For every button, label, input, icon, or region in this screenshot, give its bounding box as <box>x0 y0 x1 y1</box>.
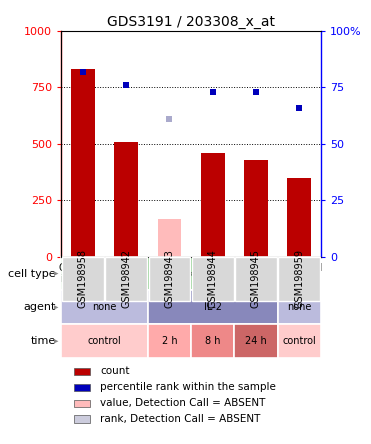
Bar <box>278 257 321 290</box>
Bar <box>105 257 278 290</box>
Text: cell type: cell type <box>9 269 56 278</box>
Bar <box>61 257 105 290</box>
Text: value, Detection Call = ABSENT: value, Detection Call = ABSENT <box>100 398 266 408</box>
Bar <box>105 257 147 301</box>
Text: agent: agent <box>24 302 56 313</box>
Bar <box>74 416 90 423</box>
Text: count: count <box>100 366 130 376</box>
Bar <box>158 219 181 257</box>
Text: GSM198944: GSM198944 <box>208 250 218 308</box>
Bar <box>148 290 278 324</box>
Text: GSM198942: GSM198942 <box>121 250 131 309</box>
Bar <box>74 368 90 375</box>
Text: 2 h: 2 h <box>162 336 177 346</box>
Text: Natural killer cell: Natural killer cell <box>150 269 233 278</box>
Bar <box>62 257 104 301</box>
Bar <box>234 324 278 358</box>
Text: CD8 posit
ive T cell: CD8 posit ive T cell <box>59 263 106 284</box>
Bar <box>191 324 234 358</box>
Text: none: none <box>287 302 312 313</box>
Text: time: time <box>31 336 56 346</box>
Bar <box>278 324 321 358</box>
Bar <box>148 324 191 358</box>
Bar <box>278 257 320 301</box>
Text: lymphoid
tissues: lymphoid tissues <box>277 263 322 284</box>
Title: GDS3191 / 203308_x_at: GDS3191 / 203308_x_at <box>107 15 275 29</box>
Text: GSM198945: GSM198945 <box>251 250 261 309</box>
Bar <box>201 153 224 257</box>
Bar <box>148 257 190 301</box>
Bar <box>61 324 148 358</box>
Text: GSM198943: GSM198943 <box>164 250 174 308</box>
Text: GSM198958: GSM198958 <box>78 250 88 309</box>
Bar <box>74 384 90 391</box>
Text: none: none <box>92 302 117 313</box>
Text: 24 h: 24 h <box>245 336 267 346</box>
Bar <box>192 257 234 301</box>
Bar <box>235 257 277 301</box>
Text: control: control <box>282 336 316 346</box>
Bar <box>74 400 90 407</box>
Text: rank, Detection Call = ABSENT: rank, Detection Call = ABSENT <box>100 414 260 424</box>
Bar <box>288 178 311 257</box>
Bar <box>278 290 321 324</box>
Bar <box>244 160 268 257</box>
Text: 8 h: 8 h <box>205 336 220 346</box>
Text: control: control <box>88 336 121 346</box>
Text: IL-2: IL-2 <box>204 302 222 313</box>
Text: GSM198959: GSM198959 <box>294 250 304 309</box>
Text: percentile rank within the sample: percentile rank within the sample <box>100 382 276 392</box>
Bar <box>71 69 95 257</box>
Bar <box>114 142 138 257</box>
Bar <box>61 290 148 324</box>
